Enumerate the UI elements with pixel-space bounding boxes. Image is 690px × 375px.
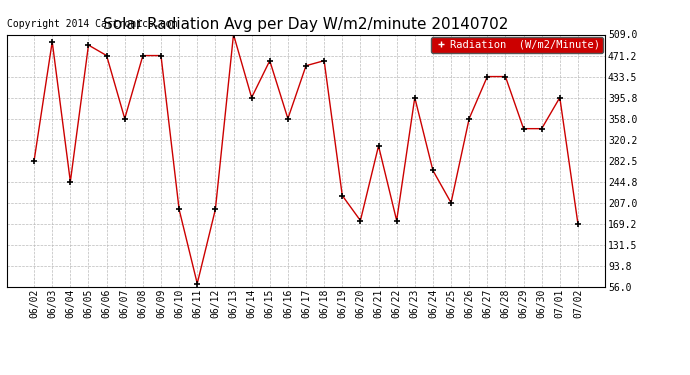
Text: Copyright 2014 Cartronics.com: Copyright 2014 Cartronics.com: [7, 20, 177, 30]
Legend: Radiation  (W/m2/Minute): Radiation (W/m2/Minute): [431, 37, 603, 53]
Title: Solar Radiation Avg per Day W/m2/minute 20140702: Solar Radiation Avg per Day W/m2/minute …: [104, 17, 509, 32]
